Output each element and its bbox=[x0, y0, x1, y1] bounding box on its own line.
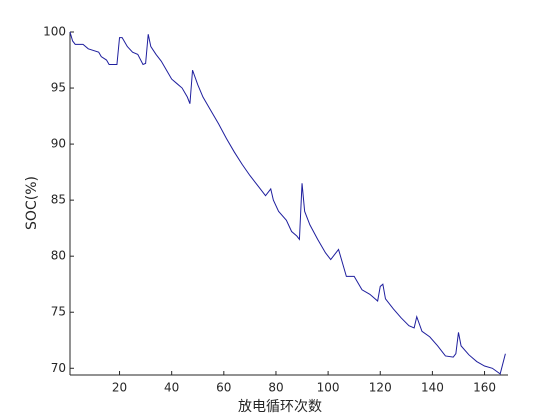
x-tick-label: 100 bbox=[317, 381, 340, 395]
x-axis-label: 放电循环次数 bbox=[238, 399, 322, 415]
x-tick-label: 20 bbox=[112, 381, 127, 395]
y-tick-label: 95 bbox=[51, 81, 66, 95]
x-tick-label: 160 bbox=[473, 381, 496, 395]
y-tick-label: 75 bbox=[51, 305, 66, 319]
y-tick-label: 85 bbox=[51, 193, 66, 207]
y-tick-label: 100 bbox=[43, 25, 66, 39]
y-tick-label: 80 bbox=[51, 249, 66, 263]
y-axis-label: SOC(%) bbox=[24, 176, 40, 230]
y-tick-label: 90 bbox=[51, 137, 66, 151]
x-tick-label: 60 bbox=[216, 381, 231, 395]
y-tick-label: 70 bbox=[51, 361, 66, 375]
x-tick-label: 120 bbox=[369, 381, 392, 395]
x-tick-label: 140 bbox=[421, 381, 444, 395]
data-line bbox=[69, 31, 506, 375]
x-tick-label: 80 bbox=[268, 381, 283, 395]
x-tick-label: 40 bbox=[164, 381, 179, 395]
